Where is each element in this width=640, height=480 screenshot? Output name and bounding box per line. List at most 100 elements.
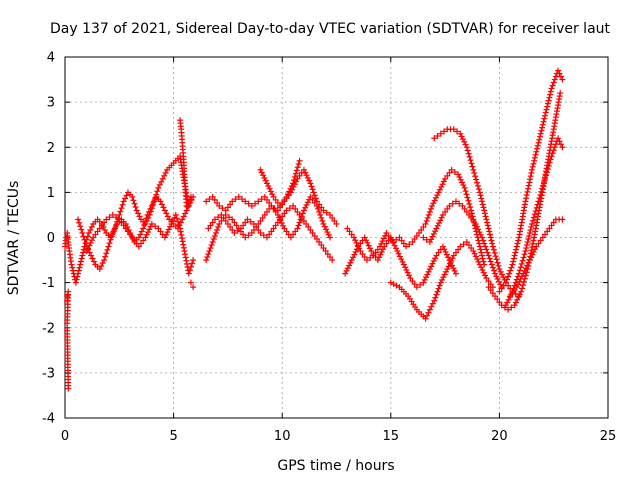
data-point-s3 xyxy=(90,234,97,241)
data-point-s16 xyxy=(556,138,563,145)
data-point-s10 xyxy=(436,186,443,193)
data-point-s14 xyxy=(494,296,501,303)
data-point-s1 xyxy=(136,213,143,220)
data-point-s1 xyxy=(120,198,127,205)
data-point-s12 xyxy=(488,261,495,268)
data-point-s1 xyxy=(123,192,130,199)
data-point-s10 xyxy=(372,249,379,256)
data-point-s2 xyxy=(105,243,112,250)
data-point-s6 xyxy=(209,219,216,226)
data-point-s3 xyxy=(176,222,183,229)
data-point-s9 xyxy=(351,251,358,258)
y-tick-label: 2 xyxy=(47,141,55,156)
data-point-s13 xyxy=(485,225,492,232)
data-point-s7 xyxy=(317,211,324,218)
data-point-s10 xyxy=(385,232,392,239)
data-point-s17 xyxy=(525,259,532,266)
data-point-s2 xyxy=(89,255,96,262)
data-point-s15 xyxy=(556,70,563,77)
data-point-s1 xyxy=(77,258,84,265)
data-point-s8 xyxy=(294,164,301,171)
data-point-s11 xyxy=(437,279,444,286)
data-point-s16 xyxy=(548,153,555,160)
data-point-s17 xyxy=(526,257,533,264)
data-point-s5 xyxy=(266,199,273,206)
data-point-s10 xyxy=(350,234,357,241)
data-point-s7 xyxy=(206,248,213,255)
data-point-s13 xyxy=(474,182,481,189)
data-point-s11 xyxy=(479,266,486,273)
data-point-s13 xyxy=(475,186,482,193)
data-point-s1 xyxy=(75,267,82,274)
data-point-s12 xyxy=(487,258,494,265)
data-point-s8 xyxy=(265,183,272,190)
data-point-s17 xyxy=(544,228,551,235)
data-point-s2 xyxy=(90,258,97,265)
data-point-s12 xyxy=(452,198,459,205)
data-point-s3 xyxy=(168,220,175,227)
data-point-s15 xyxy=(524,188,531,195)
data-point-s12 xyxy=(461,205,468,212)
data-point-s3 xyxy=(131,237,138,244)
data-point-s16 xyxy=(542,172,549,179)
data-point-s12 xyxy=(438,214,445,221)
data-point-s3 xyxy=(146,226,153,233)
data-point-s17 xyxy=(559,216,566,223)
data-point-s3 xyxy=(178,231,185,238)
data-point-s7 xyxy=(292,228,299,235)
data-point-s13 xyxy=(473,176,480,183)
y-tick-label: 0 xyxy=(47,231,55,246)
data-point-s13 xyxy=(462,141,469,148)
data-point-s3 xyxy=(143,231,150,238)
data-point-s8 xyxy=(272,196,279,203)
data-point-s9 xyxy=(432,255,439,262)
data-point-s11 xyxy=(452,249,459,256)
data-point-s13 xyxy=(441,128,448,135)
data-point-s10 xyxy=(406,241,413,248)
data-point-s11 xyxy=(424,312,430,319)
data-point-s3 xyxy=(120,222,127,229)
data-point-s5 xyxy=(323,209,330,216)
data-point-s16 xyxy=(551,144,558,151)
data-point-s13 xyxy=(431,135,438,142)
data-point-s9 xyxy=(428,263,435,270)
y-axis-label: SDTVAR / TECUs xyxy=(6,181,22,296)
data-point-s7 xyxy=(253,223,260,230)
data-point-s12 xyxy=(481,240,488,247)
data-point-s3 xyxy=(178,235,185,242)
data-point-s7 xyxy=(242,234,249,241)
data-point-s3 xyxy=(182,254,189,261)
data-point-s6 xyxy=(231,229,238,236)
data-point-s2 xyxy=(145,208,152,215)
data-point-s17 xyxy=(532,246,539,253)
data-point-s3 xyxy=(189,260,196,267)
data-point-s10 xyxy=(418,226,425,233)
data-point-s3 xyxy=(87,239,94,246)
data-point-s13 xyxy=(434,132,441,139)
data-point-s10 xyxy=(424,214,431,221)
data-point-s17 xyxy=(516,278,523,285)
data-point-s10 xyxy=(431,197,438,204)
data-point-s15 xyxy=(510,258,517,265)
data-point-s11 xyxy=(444,266,451,273)
data-point-s7 xyxy=(316,208,323,215)
data-point-s6 xyxy=(300,217,307,224)
data-point-s7 xyxy=(259,214,266,221)
data-point-s2 xyxy=(161,207,168,214)
x-tick-label: 10 xyxy=(274,429,291,444)
y-tick-label: -3 xyxy=(42,366,55,381)
y-tick-label: 3 xyxy=(47,96,55,111)
data-point-s10 xyxy=(476,243,483,250)
data-point-s8 xyxy=(257,166,264,173)
data-point-s9 xyxy=(421,276,428,283)
data-point-s1 xyxy=(155,184,162,191)
data-point-s7 xyxy=(237,228,244,235)
data-point-s12 xyxy=(489,264,496,271)
data-point-s11 xyxy=(485,278,492,285)
data-point-s12 xyxy=(494,276,501,283)
data-point-s16 xyxy=(546,159,553,166)
data-point-s8 xyxy=(295,161,302,168)
data-point-s12 xyxy=(432,228,439,235)
data-point-s15 xyxy=(526,179,533,186)
data-point-s10 xyxy=(356,245,363,252)
